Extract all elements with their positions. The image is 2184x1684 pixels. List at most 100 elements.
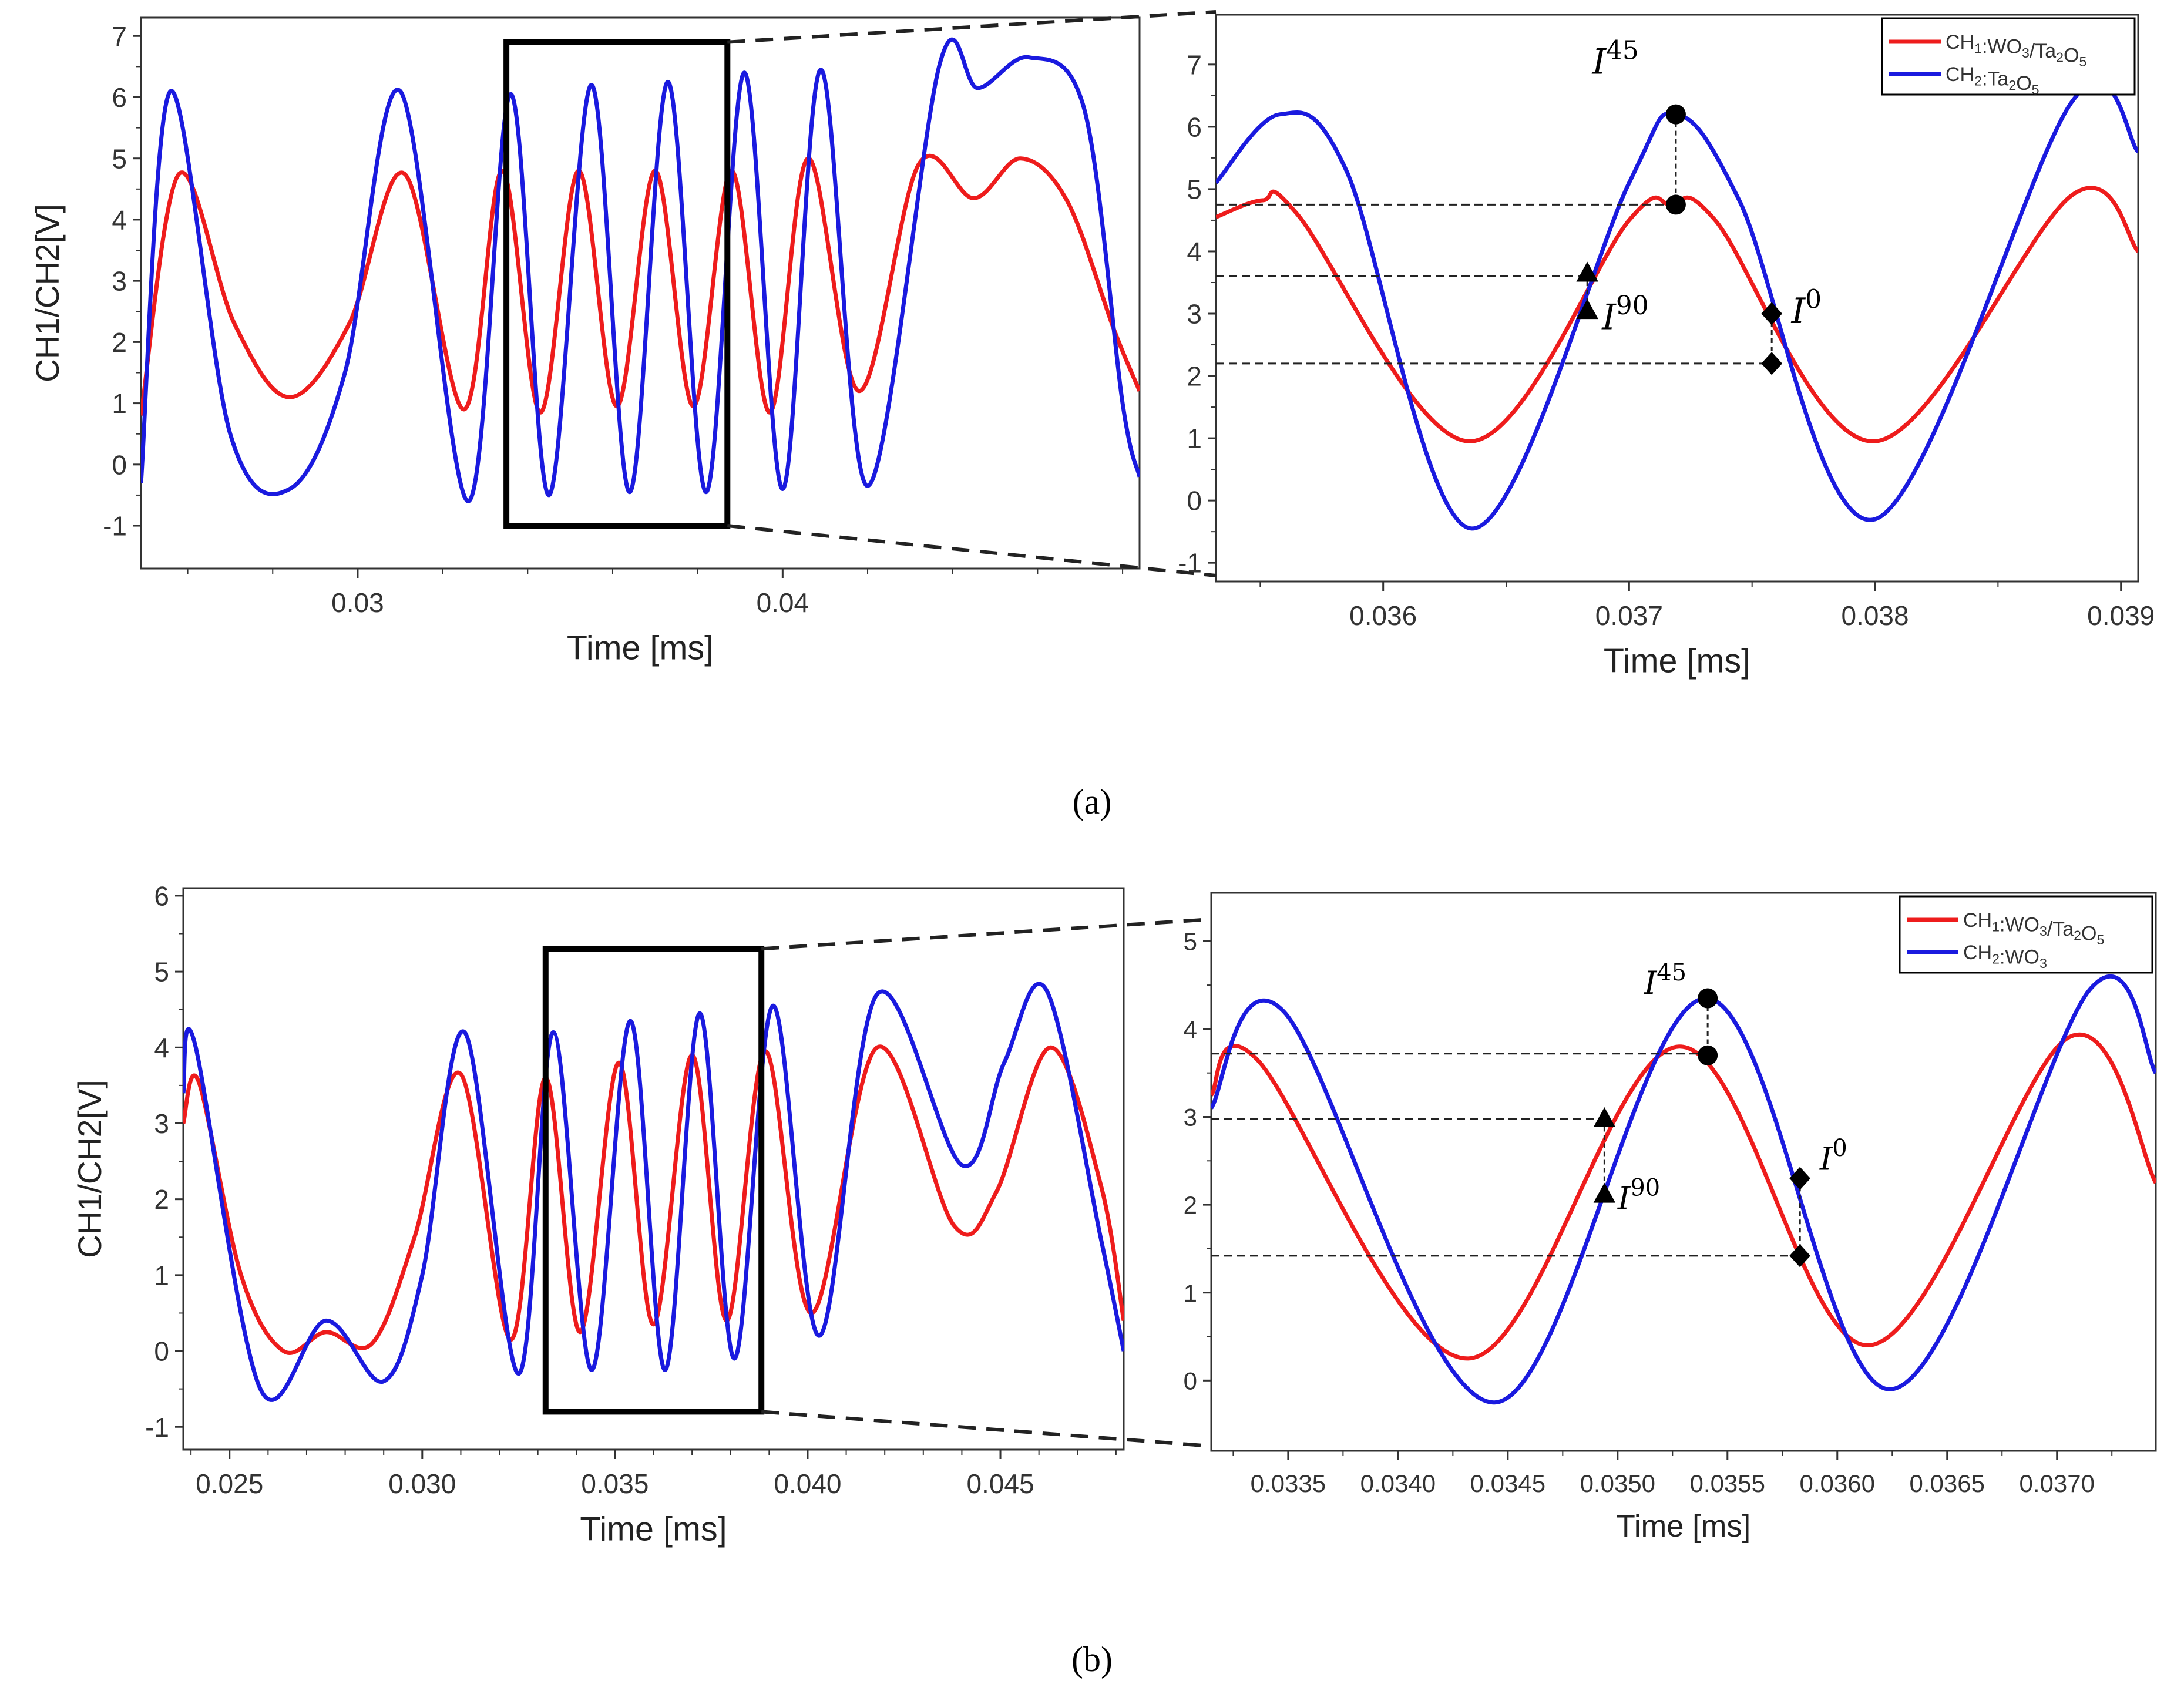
panel-b-zoom-connector-top (761, 917, 1212, 951)
panel-b-zoom-ytick-label: 1 (1184, 1279, 1197, 1307)
panel-b-overview-ytick-label: -1 (145, 1412, 169, 1443)
panel-b-zoom-xtick-label: 0.0335 (1251, 1470, 1326, 1497)
panel-b-overview-frame (182, 887, 1125, 1451)
panel-a-overview-series-ch2-line (141, 37, 1140, 503)
panel-a-zoom-marker-diamond (1761, 302, 1783, 325)
panel-a-zoom-guides (1216, 114, 1773, 365)
panel-a-zoom-ytick-label: 1 (1187, 423, 1202, 454)
panel-a-overview-series (141, 37, 1140, 503)
panel-a-zoom-ytick-label: 6 (1187, 112, 1202, 142)
panel-a-zoom-y-ticks (1208, 63, 1216, 564)
panel-a-overview-series-ch1-line (141, 153, 1140, 416)
panel-a-label: (a) (1073, 782, 1112, 821)
panel-b-zoom-marker-diamond (1789, 1244, 1811, 1268)
panel-b-zoom-annotation-90: I90 (1617, 1174, 1660, 1216)
panel-a-zoom-legend-ch2-label: CH2:Ta2O5 (1946, 63, 2039, 97)
panel-a-zoom-legend-ch1-label: CH1:WO3/Ta2O5 (1946, 31, 2086, 69)
panel-b-zoom-frame (1210, 892, 2157, 1452)
panel-b-zoom-ytick-label: 4 (1184, 1016, 1197, 1043)
panel-b-zoom-xtick-label: 0.0355 (1690, 1470, 1765, 1497)
panel-a-overview-frame (140, 16, 1141, 570)
panel-a-zoom-xtick-label: 0.039 (2087, 600, 2155, 631)
panel-b-overview-ytick-label: 3 (154, 1108, 169, 1139)
panel-a-zoom-ytick-label: 4 (1187, 237, 1202, 267)
panel-b-overview-ytick-label: 6 (154, 880, 169, 911)
panel-b-zoom-annotation-0: I0 (1819, 1135, 1847, 1177)
panel-a-zoom-legend-box (1881, 17, 2136, 96)
panel-b-zoom-series-ch1-line (1211, 1032, 2156, 1361)
panel-b-zoom-xtick-label: 0.0350 (1580, 1470, 1655, 1497)
panel-a-zoom-annotation-45: I45 (1592, 35, 1639, 82)
panel-b-zoom-marker-circle (1698, 1045, 1718, 1065)
panel-b-zoom-xtick-label: 0.0345 (1470, 1470, 1545, 1497)
panel-b-zoom-markers (1593, 988, 1811, 1268)
panel-b-zoom-guides (1211, 998, 1801, 1257)
panel-b-overview-x-axis-title: Time [ms] (580, 1510, 727, 1548)
panel-a-zoom-ytick-label: 3 (1187, 299, 1202, 330)
panel-a-overview-ytick-label: 4 (112, 204, 127, 235)
panel-b-zoom-marker-triangle (1593, 1107, 1616, 1127)
panel-b-overview-ytick-label: 0 (154, 1336, 169, 1367)
panel-a-overview-xtick-label: 0.03 (331, 587, 384, 618)
panel-a-zoom-ytick-label: 7 (1187, 49, 1202, 80)
panel-b-overview-ytick-label: 4 (154, 1033, 169, 1063)
panel-b-zoom-xtick-label: 0.0370 (2019, 1470, 2094, 1497)
panel-b-overview-xtick-label: 0.045 (966, 1468, 1034, 1499)
panel-a-zoom-series (1216, 80, 2138, 531)
panel-a-zoom-markers (1576, 104, 1783, 375)
panel-a-overview-ytick-label: -1 (103, 511, 127, 542)
panel-b-zoom-marker-triangle (1593, 1182, 1616, 1203)
panel-a-zoom-xtick-label: 0.036 (1349, 600, 1417, 631)
panel-b-overview-series-ch1-line (183, 1044, 1124, 1355)
panel-a-zoom-series-ch1-line (1216, 186, 2138, 443)
panel-a-zoom-connector-top (727, 10, 1217, 44)
panel-b-overview-ytick-label: 5 (154, 957, 169, 987)
panel-a-overview-xtick-label: 0.04 (757, 587, 809, 618)
panel-a-zoom-xtick-label: 0.038 (1841, 600, 1909, 631)
panel-b-zoom-annotation-45: I45 (1644, 959, 1686, 1001)
panel-a-zoom-connector-bottom (727, 524, 1217, 577)
panel-a-zoom-marker-circle (1665, 104, 1686, 125)
panel-b-zoom-xtick-label: 0.0360 (1800, 1470, 1875, 1497)
panel-b-zoom-series (1211, 974, 2156, 1405)
panel-b-zoom-ytick-label: 3 (1184, 1104, 1197, 1131)
panel-b-zoom-ytick-label: 0 (1184, 1367, 1197, 1394)
panel-a-zoom-ytick-label: 5 (1187, 174, 1202, 204)
panel-a-zoom-marker-circle (1665, 194, 1686, 215)
panel-b-zoom-legend-box (1899, 895, 2153, 974)
panel-a-overview-ytick-label: 3 (112, 266, 127, 297)
panel-a-zoom-ytick-label: 0 (1187, 486, 1202, 516)
panel-b-overview-xtick-label: 0.030 (388, 1468, 456, 1499)
panel-a-overview-ytick-label: 1 (112, 388, 127, 419)
panel-b-zoom-connector-bottom (761, 1410, 1212, 1448)
panel-b-overview-series (183, 982, 1124, 1402)
panel-b-overview-xtick-label: 0.035 (581, 1468, 649, 1499)
panel-b-zoom-xtick-label: 0.0365 (1910, 1470, 1985, 1497)
panel-b-label: (b) (1071, 1640, 1113, 1679)
panel-b-zoom-series-ch2-line (1211, 974, 2156, 1405)
panel-b-overview-ytick-label: 1 (154, 1260, 169, 1290)
panel-b-zoom-x-ticks (1232, 1451, 2113, 1460)
panel-b-zoom-marker-diamond (1789, 1167, 1811, 1190)
panel-b-zoom-x-axis-title: Time [ms] (1617, 1509, 1750, 1544)
panel-a-overview-ytick-label: 0 (112, 449, 127, 480)
panel-b-overview-series-ch2-line (183, 982, 1124, 1402)
panel-b-overview-ytick-label: 2 (154, 1184, 169, 1215)
panel-b-zoom-legend (1899, 895, 2153, 974)
panel-a-overview-ytick-label: 6 (112, 82, 127, 113)
panel-a-overview-ytick-label: 2 (112, 327, 127, 358)
panel-b-overview-xtick-label: 0.040 (774, 1468, 841, 1499)
panel-b-overview-x-ticks (190, 1450, 1117, 1459)
panel-b-zoom-ytick-label: 5 (1184, 927, 1197, 955)
panel-a-zoom-x-axis-title: Time [ms] (1604, 642, 1750, 680)
panel-a-overview-x-ticks (187, 569, 1124, 578)
panel-a-overview-zoom-box (503, 39, 731, 529)
panel-a-overview-y-ticks (133, 35, 141, 527)
panel-b-overview-y-ticks (175, 895, 183, 1428)
panel-a-overview-ytick-label: 5 (112, 143, 127, 174)
panel-b-overview-y-axis-title: CH1/CH2[V] (72, 1080, 108, 1258)
panel-a-zoom-series-ch2-line (1216, 80, 2138, 531)
panel-b-zoom-legend-ch2-label: CH2:WO3 (1963, 942, 2047, 971)
panel-a-overview-y-axis-title: CH1/CH2[V] (29, 204, 66, 382)
